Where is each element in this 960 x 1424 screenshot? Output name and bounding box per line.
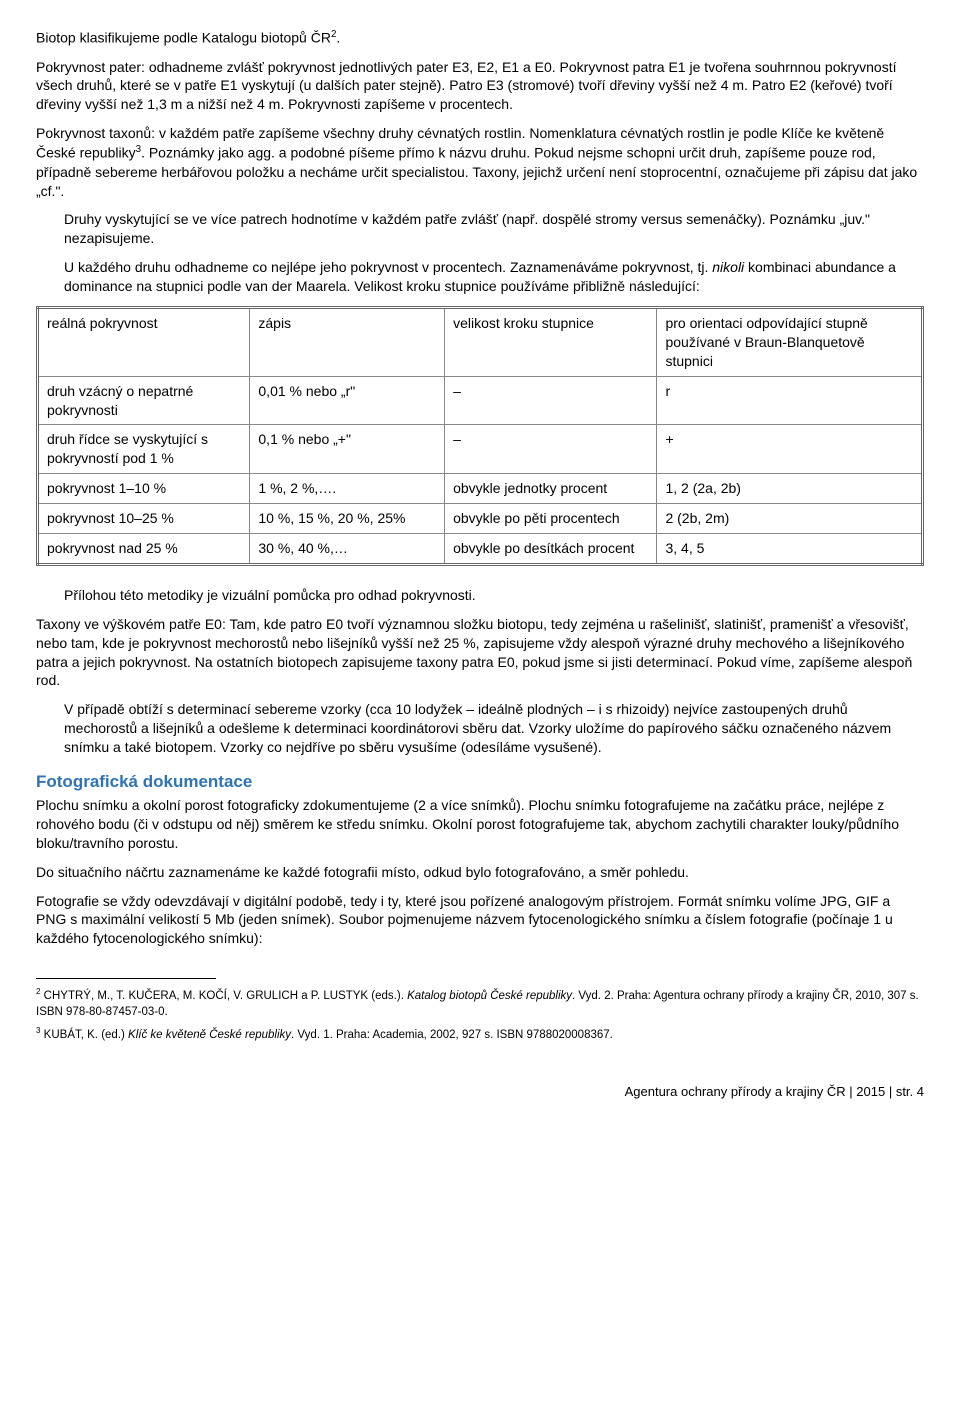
table-header: zápis <box>250 308 445 377</box>
footnote-separator <box>36 978 216 979</box>
table-header: pro orientaci odpovídající stupně použív… <box>657 308 923 377</box>
table-row: pokryvnost 10–25 % 10 %, 15 %, 20 %, 25%… <box>38 504 923 534</box>
table-header: reálná pokryvnost <box>38 308 250 377</box>
paragraph-foto-plocha: Plochu snímku a okolní porost fotografic… <box>36 796 924 853</box>
text-italic: nikoli <box>712 259 744 275</box>
table-row: druh řídce se vyskytující s pokryvností … <box>38 425 923 474</box>
paragraph-priloha: Přílohou této metodiky je vizuální pomůc… <box>36 586 924 605</box>
table-cell: druh řídce se vyskytující s pokryvností … <box>38 425 250 474</box>
coverage-table: reálná pokryvnost zápis velikost kroku s… <box>36 306 924 566</box>
table-cell: – <box>445 376 657 425</box>
text: CHYTRÝ, M., T. KUČERA, M. KOČÍ, V. GRULI… <box>40 990 407 1002</box>
paragraph-biotop: Biotop klasifikujeme podle Katalogu biot… <box>36 28 924 48</box>
table-cell: druh vzácný o nepatrné pokryvnosti <box>38 376 250 425</box>
table-cell: 0,1 % nebo „+" <box>250 425 445 474</box>
table-cell: obvykle po desítkách procent <box>445 534 657 565</box>
table-cell: 2 (2b, 2m) <box>657 504 923 534</box>
text: . Vyd. 1. Praha: Academia, 2002, 927 s. … <box>291 1029 613 1041</box>
paragraph-druhy-patra: Druhy vyskytující se ve více patrech hod… <box>36 210 924 248</box>
table-header: velikost kroku stupnice <box>445 308 657 377</box>
table-cell: 3, 4, 5 <box>657 534 923 565</box>
table-cell: 1 %, 2 %,…. <box>250 474 445 504</box>
table-cell: – <box>445 425 657 474</box>
paragraph-taxony-e0: Taxony ve výškovém patře E0: Tam, kde pa… <box>36 615 924 691</box>
table-cell: pokryvnost 10–25 % <box>38 504 250 534</box>
table-cell: + <box>657 425 923 474</box>
paragraph-determinace: V případě obtíží s determinací sebereme … <box>36 700 924 757</box>
table-cell: pokryvnost 1–10 % <box>38 474 250 504</box>
table-cell: pokryvnost nad 25 % <box>38 534 250 565</box>
table-cell: 30 %, 40 %,… <box>250 534 445 565</box>
table-row: druh vzácný o nepatrné pokryvnosti 0,01 … <box>38 376 923 425</box>
page-footer: Agentura ochrany přírody a krajiny ČR | … <box>36 1083 924 1101</box>
text: . Poznámky jako agg. a podobné píšeme př… <box>36 145 917 199</box>
text-italic: Katalog biotopů České republiky <box>407 990 572 1002</box>
text-italic: Klíč ke květeně České republiky <box>128 1029 291 1041</box>
paragraph-pokryvnost-pater: Pokryvnost pater: odhadneme zvlášť pokry… <box>36 58 924 115</box>
text: KUBÁT, K. (ed.) <box>40 1029 128 1041</box>
text: U každého druhu odhadneme co nejlépe jeh… <box>64 259 712 275</box>
table-cell: obvykle jednotky procent <box>445 474 657 504</box>
footnote-2: 2 CHYTRÝ, M., T. KUČERA, M. KOČÍ, V. GRU… <box>36 987 924 1020</box>
heading-fotograficka: Fotografická dokumentace <box>36 771 924 794</box>
table-cell: 1, 2 (2a, 2b) <box>657 474 923 504</box>
table-row: pokryvnost nad 25 % 30 %, 40 %,… obvykle… <box>38 534 923 565</box>
table-cell: obvykle po pěti procentech <box>445 504 657 534</box>
paragraph-foto-nacrt: Do situačního náčrtu zaznamenáme ke každ… <box>36 863 924 882</box>
paragraph-pokryvnost-taxonu: Pokryvnost taxonů: v každém patře zapíše… <box>36 124 924 200</box>
table-row: pokryvnost 1–10 % 1 %, 2 %,…. obvykle je… <box>38 474 923 504</box>
text: Biotop klasifikujeme podle Katalogu biot… <box>36 30 331 46</box>
table-cell: 10 %, 15 %, 20 %, 25% <box>250 504 445 534</box>
text: . <box>336 30 340 46</box>
paragraph-foto-format: Fotografie se vždy odevzdávají v digitál… <box>36 892 924 949</box>
paragraph-pokryvnost-odhad: U každého druhu odhadneme co nejlépe jeh… <box>36 258 924 296</box>
table-header-row: reálná pokryvnost zápis velikost kroku s… <box>38 308 923 377</box>
table-cell: r <box>657 376 923 425</box>
footnote-3: 3 KUBÁT, K. (ed.) Klíč ke květeně České … <box>36 1026 924 1043</box>
table-cell: 0,01 % nebo „r" <box>250 376 445 425</box>
